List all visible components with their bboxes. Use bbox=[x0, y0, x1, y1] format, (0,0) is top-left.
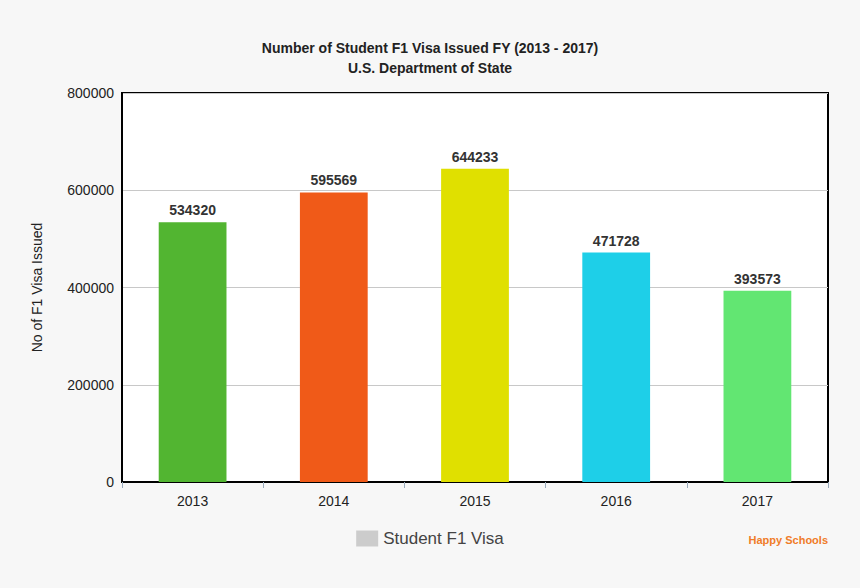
svg-text:Student F1 Visa: Student F1 Visa bbox=[383, 529, 504, 548]
svg-text:2014: 2014 bbox=[318, 493, 349, 509]
svg-text:Happy Schools: Happy Schools bbox=[749, 534, 828, 546]
svg-text:595569: 595569 bbox=[310, 172, 357, 188]
svg-text:393573: 393573 bbox=[734, 271, 781, 287]
svg-text:2017: 2017 bbox=[742, 493, 773, 509]
svg-text:471728: 471728 bbox=[593, 233, 640, 249]
svg-text:U.S. Department of State: U.S. Department of State bbox=[348, 60, 512, 76]
svg-text:600000: 600000 bbox=[67, 182, 114, 198]
svg-text:800000: 800000 bbox=[67, 85, 114, 101]
svg-text:2013: 2013 bbox=[177, 493, 208, 509]
svg-text:0: 0 bbox=[106, 474, 114, 490]
svg-text:644233: 644233 bbox=[452, 149, 499, 165]
svg-text:2016: 2016 bbox=[601, 493, 632, 509]
svg-text:200000: 200000 bbox=[67, 377, 114, 393]
svg-text:534320: 534320 bbox=[169, 202, 216, 218]
svg-text:Number of Student F1 Visa Issu: Number of Student F1 Visa Issued FY (201… bbox=[262, 40, 598, 56]
svg-text:No of F1 Visa Issued: No of F1 Visa Issued bbox=[29, 223, 45, 353]
svg-text:2015: 2015 bbox=[459, 493, 490, 509]
svg-text:400000: 400000 bbox=[67, 280, 114, 296]
